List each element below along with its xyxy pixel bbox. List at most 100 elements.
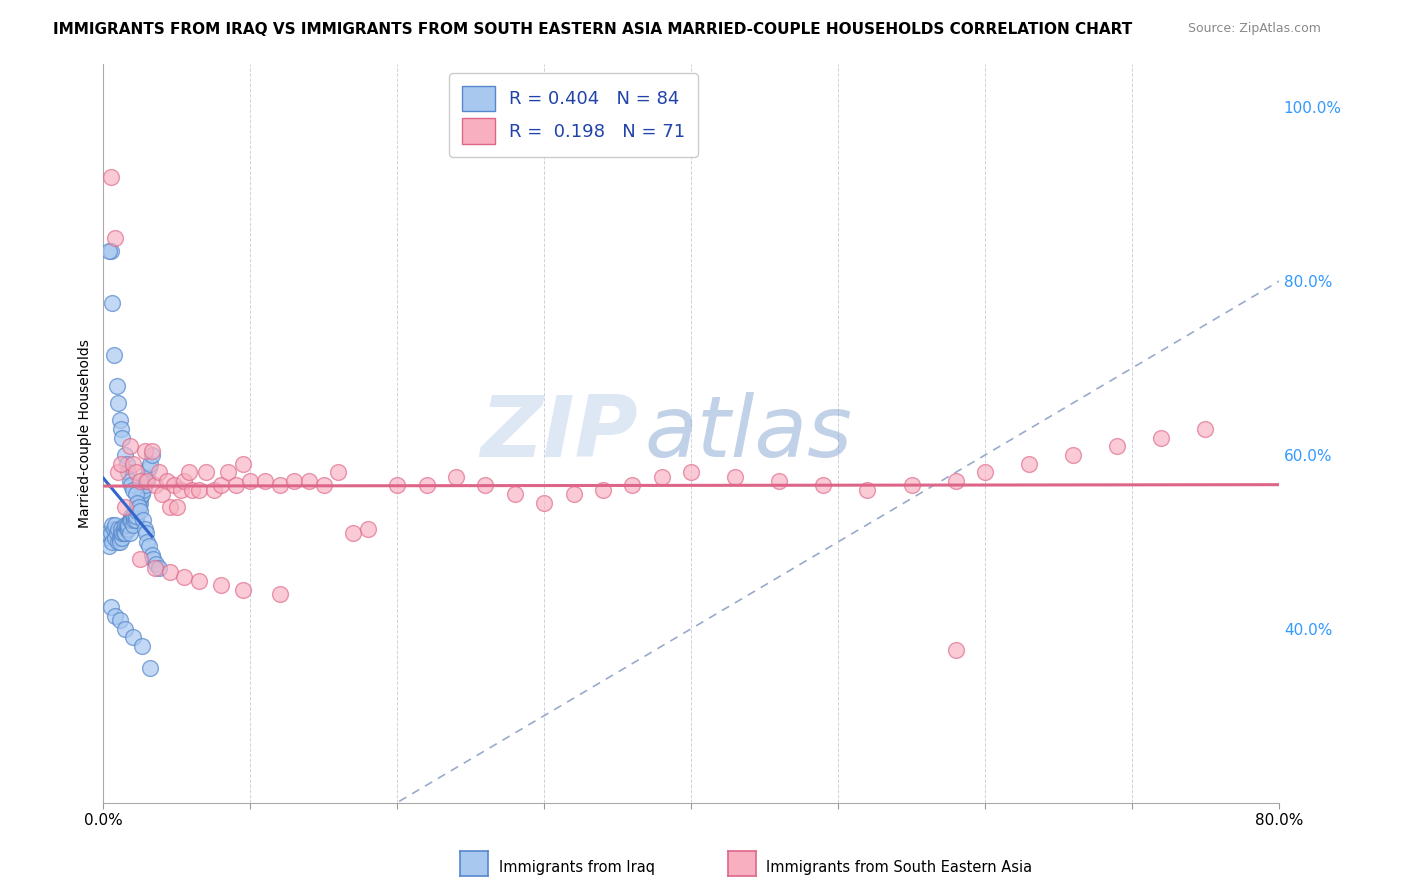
- Point: [141, 443, 163, 458]
- Point: [813, 478, 835, 492]
- Point: [96, 531, 118, 545]
- Point: [621, 478, 644, 492]
- Point: [474, 478, 496, 492]
- Point: [217, 466, 239, 480]
- Point: [127, 500, 149, 515]
- Point: [103, 348, 125, 362]
- Point: [108, 531, 131, 545]
- Point: [135, 474, 157, 488]
- Point: [111, 531, 134, 545]
- Point: [312, 478, 335, 492]
- Point: [107, 466, 129, 480]
- Point: [283, 474, 305, 488]
- Point: [143, 561, 166, 575]
- Text: Immigrants from South Eastern Asia: Immigrants from South Eastern Asia: [766, 860, 1032, 874]
- Point: [100, 244, 122, 258]
- Point: [125, 487, 148, 501]
- Point: [209, 478, 232, 492]
- Point: [134, 478, 156, 492]
- Point: [170, 483, 193, 497]
- Point: [107, 522, 129, 536]
- Point: [100, 600, 122, 615]
- Point: [1062, 448, 1084, 462]
- Point: [195, 466, 218, 480]
- Legend: R = 0.404   N = 84, R =  0.198   N = 71: R = 0.404 N = 84, R = 0.198 N = 71: [450, 73, 697, 157]
- Point: [100, 526, 122, 541]
- Point: [120, 508, 142, 523]
- Point: [239, 474, 262, 488]
- Point: [129, 474, 152, 488]
- Text: atlas: atlas: [644, 392, 852, 475]
- Point: [900, 478, 922, 492]
- Point: [118, 513, 141, 527]
- Point: [1194, 422, 1216, 436]
- Point: [114, 500, 136, 515]
- Point: [105, 526, 128, 541]
- Point: [122, 513, 145, 527]
- Point: [681, 466, 703, 480]
- Point: [103, 522, 125, 536]
- Point: [298, 474, 321, 488]
- Point: [127, 496, 149, 510]
- Point: [136, 474, 159, 488]
- Point: [101, 534, 124, 549]
- Point: [592, 483, 614, 497]
- Point: [143, 478, 166, 492]
- Point: [115, 522, 138, 536]
- Point: [136, 534, 159, 549]
- Point: [503, 487, 526, 501]
- Point: [122, 508, 145, 523]
- Point: [132, 483, 155, 497]
- Point: [150, 487, 173, 501]
- Point: [155, 474, 177, 488]
- Point: [1107, 439, 1129, 453]
- Point: [110, 457, 132, 471]
- Point: [120, 478, 142, 492]
- Point: [651, 469, 673, 483]
- Point: [97, 526, 120, 541]
- Point: [134, 522, 156, 536]
- Point: [139, 661, 162, 675]
- Point: [357, 522, 380, 536]
- Point: [128, 500, 150, 515]
- Point: [232, 582, 254, 597]
- Point: [232, 457, 254, 471]
- Point: [145, 557, 167, 571]
- Point: [724, 469, 747, 483]
- Point: [104, 608, 127, 623]
- Point: [125, 513, 148, 527]
- Point: [129, 552, 152, 566]
- Point: [974, 466, 997, 480]
- Point: [107, 534, 129, 549]
- Point: [136, 469, 159, 483]
- Point: [135, 526, 157, 541]
- Point: [166, 500, 188, 515]
- Point: [110, 526, 132, 541]
- Point: [148, 561, 170, 575]
- Point: [105, 378, 128, 392]
- Point: [141, 448, 163, 462]
- Point: [121, 483, 143, 497]
- Point: [101, 517, 124, 532]
- Point: [945, 474, 967, 488]
- Point: [134, 443, 156, 458]
- Point: [104, 531, 127, 545]
- Point: [387, 478, 409, 492]
- Point: [104, 231, 127, 245]
- Point: [107, 396, 129, 410]
- Point: [121, 517, 143, 532]
- Point: [129, 504, 152, 518]
- Point: [1150, 431, 1173, 445]
- Point: [1018, 457, 1040, 471]
- Point: [173, 569, 195, 583]
- Point: [163, 478, 186, 492]
- Point: [202, 483, 225, 497]
- Point: [111, 431, 134, 445]
- Point: [128, 500, 150, 515]
- Point: [945, 643, 967, 657]
- Point: [209, 578, 232, 592]
- Point: [121, 508, 143, 523]
- Point: [177, 466, 200, 480]
- Point: [108, 534, 131, 549]
- Text: Immigrants from Iraq: Immigrants from Iraq: [499, 860, 655, 874]
